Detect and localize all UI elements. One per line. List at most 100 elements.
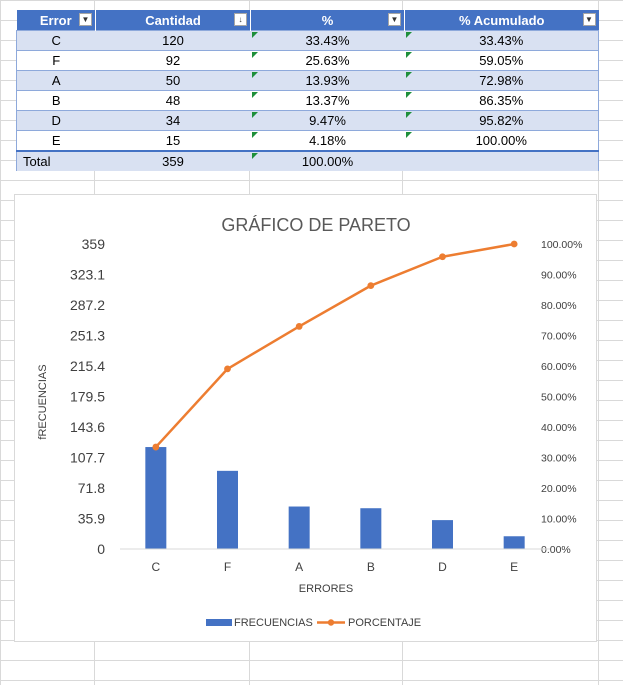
- point-F: [224, 365, 231, 373]
- right-axis: 0.00% 10.00% 20.00% 30.00% 40.00% 50.00% 60.00…: [541, 239, 582, 556]
- cell-error[interactable]: B: [16, 90, 96, 111]
- table-row: A 50 13.93% 72.98%: [16, 70, 599, 91]
- cell-acum[interactable]: 72.98%: [404, 70, 599, 91]
- category-label: E: [510, 560, 518, 574]
- point-E: [510, 240, 518, 248]
- y-tick-label: 71.8: [78, 480, 105, 496]
- cell-cantidad[interactable]: 92: [95, 50, 251, 71]
- y2-tick-label: 10.00%: [541, 514, 577, 526]
- y-tick-label: 359: [82, 236, 106, 252]
- pareto-chart[interactable]: GRÁFICO DE PARETO 0 35.9 71.8 107.7 143.6 179…: [14, 194, 597, 642]
- cell-acum[interactable]: 59.05%: [404, 50, 599, 71]
- error-indicator-icon: [405, 72, 412, 78]
- cell-pct[interactable]: 33.43%: [250, 30, 405, 51]
- cell-pct[interactable]: 4.18%: [250, 130, 405, 151]
- point-A: [295, 323, 303, 330]
- cell-acum[interactable]: 95.82%: [404, 110, 599, 131]
- header-error[interactable]: Error ▼: [16, 10, 96, 31]
- point-C: [152, 443, 160, 451]
- column-divider: [598, 0, 599, 685]
- category-label: D: [438, 560, 447, 574]
- cell-cantidad[interactable]: 15: [95, 130, 251, 151]
- y2-tick-label: 90.00%: [541, 270, 577, 282]
- y2-tick-label: 70.00%: [541, 331, 577, 343]
- x-axis-title: ERRORES: [299, 583, 353, 595]
- y-tick-label: 107.7: [70, 450, 105, 466]
- bar-C: [145, 447, 167, 549]
- table-header-row: Error ▼ Cantidad ↓ % ▼ % Acumulado ▼: [16, 10, 599, 31]
- cell-cantidad[interactable]: 48: [95, 90, 251, 111]
- bar-A: [288, 506, 310, 549]
- table-row: C 120 33.43% 33.43%: [16, 30, 599, 51]
- cell-pct[interactable]: 9.47%: [250, 110, 405, 131]
- header-porcentaje[interactable]: % ▼: [250, 10, 405, 31]
- cell-cantidad[interactable]: 120: [95, 30, 251, 51]
- cell-error[interactable]: D: [16, 110, 96, 131]
- cell-cantidad[interactable]: 50: [95, 70, 251, 91]
- y2-tick-label: 50.00%: [541, 392, 577, 404]
- y-tick-label: 35.9: [78, 511, 105, 527]
- chart-title: GRÁFICO DE PARETO: [221, 215, 410, 235]
- table-row: B 48 13.37% 86.35%: [16, 90, 599, 111]
- cell-pct[interactable]: 13.93%: [250, 70, 405, 91]
- total-pct[interactable]: 100.00%: [250, 150, 405, 171]
- bar-E: [503, 536, 525, 549]
- category-label: C: [151, 560, 160, 574]
- error-indicator-icon: [405, 52, 412, 58]
- y-tick-label: 287.2: [70, 297, 105, 313]
- cell-error[interactable]: A: [16, 70, 96, 91]
- error-indicator-icon: [405, 132, 412, 138]
- error-indicator-icon: [251, 72, 258, 78]
- cell-acum[interactable]: 86.35%: [404, 90, 599, 111]
- error-indicator-icon: [405, 32, 412, 38]
- chart-canvas: GRÁFICO DE PARETO 0 35.9 71.8 107.7 143.6 179…: [37, 215, 582, 629]
- y2-tick-label: 60.00%: [541, 361, 577, 373]
- category-label: F: [224, 560, 231, 574]
- total-label[interactable]: Total: [16, 150, 96, 171]
- cell-cantidad[interactable]: 34: [95, 110, 251, 131]
- point-D: [439, 253, 446, 261]
- y2-tick-label: 100.00%: [541, 239, 582, 251]
- y-tick-label: 143.6: [70, 419, 105, 435]
- error-indicator-icon: [251, 52, 258, 58]
- total-empty-cell[interactable]: [404, 150, 599, 171]
- table-row: D 34 9.47% 95.82%: [16, 110, 599, 131]
- error-indicator-icon: [251, 132, 258, 138]
- legend-marker-porcentaje: [327, 619, 335, 626]
- error-indicator-icon: [251, 32, 258, 38]
- table-row: E 15 4.18% 100.00%: [16, 130, 599, 151]
- cell-acum[interactable]: 100.00%: [404, 130, 599, 151]
- category-label: A: [295, 560, 303, 574]
- cell-pct[interactable]: 13.37%: [250, 90, 405, 111]
- filter-dropdown-icon[interactable]: ▼: [79, 13, 92, 26]
- cell-pct[interactable]: 25.63%: [250, 50, 405, 71]
- error-indicator-icon: [405, 112, 412, 118]
- cell-error[interactable]: F: [16, 50, 96, 71]
- filter-dropdown-icon[interactable]: ▼: [388, 13, 401, 26]
- cell-acum[interactable]: 33.43%: [404, 30, 599, 51]
- y-tick-label: 215.4: [70, 358, 105, 374]
- y2-tick-label: 20.00%: [541, 483, 577, 495]
- cell-error[interactable]: E: [16, 130, 96, 151]
- category-label: B: [367, 560, 375, 574]
- y2-tick-label: 0.00%: [541, 544, 571, 556]
- total-cantidad[interactable]: 359: [95, 150, 251, 171]
- chart-legend: FRECUENCIAS PORCENTAJE: [206, 617, 421, 629]
- header-cantidad[interactable]: Cantidad ↓: [95, 10, 251, 31]
- y2-tick-label: 40.00%: [541, 422, 577, 434]
- sort-descending-icon[interactable]: ↓: [234, 13, 247, 26]
- left-axis: 0 35.9 71.8 107.7 143.6 179.5 215.4 251.3 287.2 3…: [70, 236, 105, 557]
- table-total-row: Total 359 100.00%: [16, 150, 599, 171]
- legend-label-frecuencias: FRECUENCIAS: [234, 617, 313, 629]
- error-indicator-icon: [251, 112, 258, 118]
- y-tick-label: 179.5: [70, 389, 105, 405]
- y-tick-label: 0: [97, 541, 105, 557]
- filter-dropdown-icon[interactable]: ▼: [582, 13, 596, 26]
- error-indicator-icon: [405, 92, 412, 98]
- table-row: F 92 25.63% 59.05%: [16, 50, 599, 71]
- cell-error[interactable]: C: [16, 30, 96, 51]
- porcentaje-line: [154, 242, 515, 448]
- y-axis-title: fRECUENCIAS: [37, 364, 49, 439]
- header-acumulado[interactable]: % Acumulado ▼: [404, 10, 599, 31]
